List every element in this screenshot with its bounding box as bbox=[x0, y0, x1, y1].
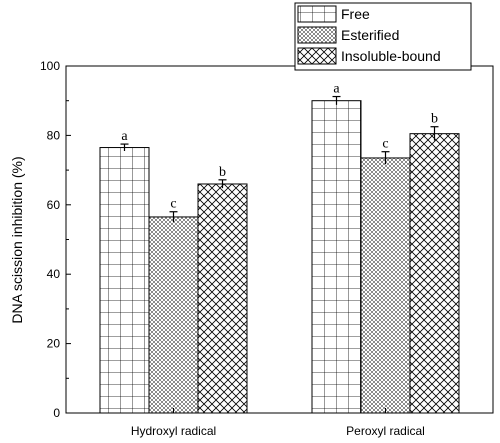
legend-swatch bbox=[297, 47, 337, 65]
significance-letter: c bbox=[382, 137, 388, 152]
bars-group: a c b a c b bbox=[99, 82, 460, 414]
y-tick-label: 40 bbox=[47, 267, 61, 281]
significance-letter: a bbox=[333, 82, 340, 97]
significance-letter: b bbox=[219, 165, 226, 180]
bar-free-2 bbox=[311, 100, 362, 414]
y-tick-label: 20 bbox=[47, 337, 61, 351]
y-tick-label: 80 bbox=[47, 128, 61, 142]
legend-swatch bbox=[297, 26, 337, 44]
y-tick-label: 60 bbox=[47, 198, 61, 212]
significance-letter: c bbox=[170, 197, 176, 212]
y-axis-label: DNA scission inhibition (%) bbox=[9, 156, 25, 323]
bar-insoluble-bound-1 bbox=[197, 183, 248, 414]
axes-group: 0 20 40 60 80 100 Hydroxyl radical Peroxyl radi… bbox=[40, 59, 425, 438]
y-tick-label: 0 bbox=[53, 406, 60, 420]
legend-swatch bbox=[297, 5, 337, 23]
significance-letter: b bbox=[431, 112, 438, 127]
legend-label: Esterified bbox=[341, 27, 399, 43]
x-tick-label: Hydroxyl radical bbox=[131, 424, 216, 438]
bar-insoluble-bound-2 bbox=[409, 133, 460, 414]
bar-esterified-2 bbox=[360, 157, 411, 414]
significance-letter: a bbox=[121, 129, 128, 144]
legend-label: Insoluble-bound bbox=[341, 48, 441, 64]
legend: Free Esterified Insoluble-bound bbox=[294, 2, 472, 71]
legend-label: Free bbox=[341, 6, 370, 22]
x-tick-label: Peroxyl radical bbox=[346, 424, 425, 438]
bar-free-1 bbox=[99, 147, 150, 414]
y-tick-label: 100 bbox=[40, 59, 60, 73]
bar-esterified-1 bbox=[148, 216, 199, 414]
